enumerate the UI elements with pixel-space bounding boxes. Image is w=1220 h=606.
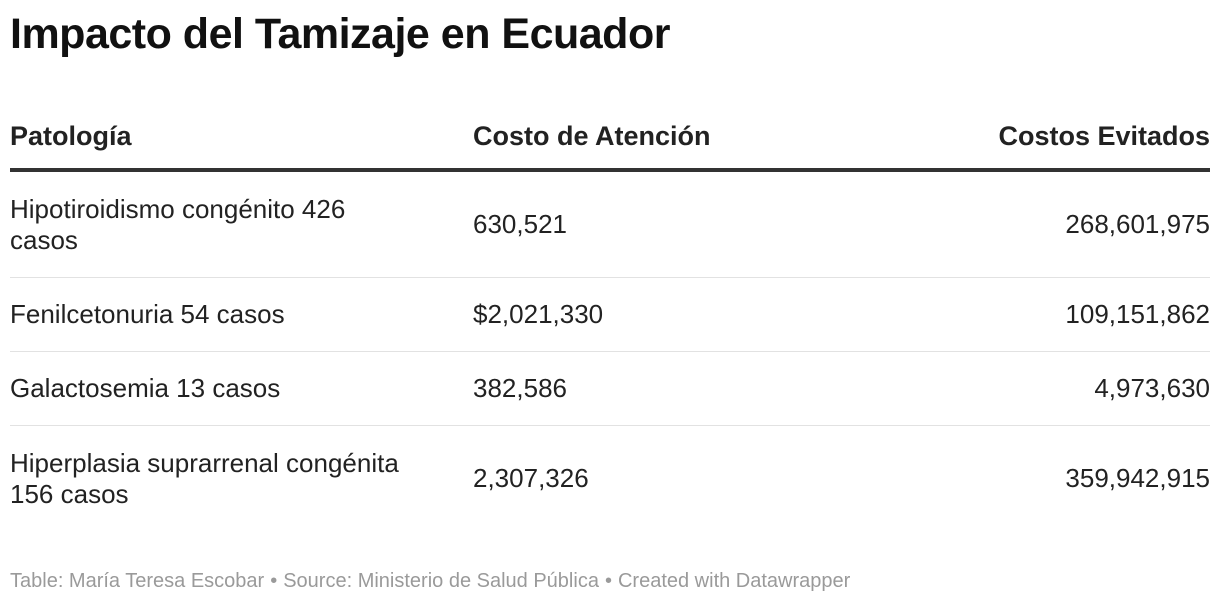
cell-costo-atencion: $2,021,330 — [473, 277, 873, 352]
footer-separator: • — [604, 570, 612, 592]
cell-costo-atencion: 382,586 — [473, 351, 873, 426]
created-with-link[interactable]: Created with Datawrapper — [617, 570, 851, 592]
table-row: Fenilcetonuria 54 casos $2,021,330 109,1… — [10, 277, 1210, 352]
table-row: Hiperplasia suprarrenal congénita 156 ca… — [10, 426, 1210, 532]
source-credit: Source: Ministerio de Salud Pública — [283, 570, 599, 592]
cell-patologia: Hiperplasia suprarrenal congénita 156 ca… — [10, 447, 399, 509]
chart-title: Impacto del Tamizaje en Ecuador — [10, 10, 670, 58]
footer-separator: • — [270, 570, 278, 592]
column-header-costos-evitados: Costos Evitados — [873, 104, 1210, 172]
cell-costo-atencion: 630,521 — [473, 170, 873, 278]
column-header-patologia: Patología — [10, 104, 473, 172]
cell-patologia: Hipotiroidismo congénito 426 casos — [10, 170, 473, 278]
data-table: Patología Costo de Atención Costos Evita… — [10, 104, 1210, 531]
cell-costos-evitados: 268,601,975 — [873, 170, 1210, 278]
table-row: Galactosemia 13 casos 382,586 4,973,630 — [10, 351, 1210, 426]
chart-footer: Table: María Teresa Escobar • Source: Mini… — [10, 570, 850, 593]
cell-patologia: Fenilcetonuria 54 casos — [10, 277, 473, 352]
table-row: Hipotiroidismo congénito 426 casos 630,5… — [10, 170, 1210, 278]
table-header-row: Patología Costo de Atención Costos Evita… — [10, 104, 1210, 172]
cell-costos-evitados: 109,151,862 — [873, 277, 1210, 352]
cell-costos-evitados: 4,973,630 — [873, 351, 1210, 426]
column-header-costo-atencion: Costo de Atención — [473, 104, 873, 172]
cell-costos-evitados: 359,942,915 — [1065, 463, 1210, 493]
table-credit: Table: María Teresa Escobar — [10, 570, 265, 592]
cell-patologia: Galactosemia 13 casos — [10, 351, 473, 426]
cell-costo-atencion: 2,307,326 — [473, 463, 589, 493]
